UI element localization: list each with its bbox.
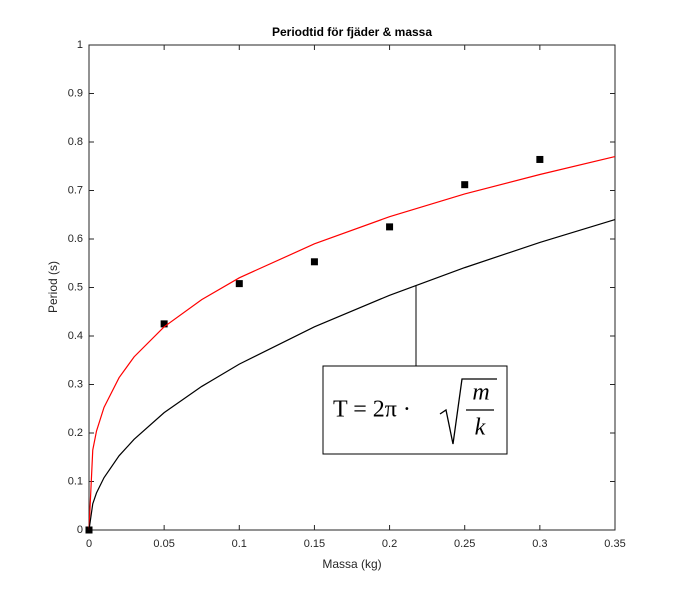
x-tick-label: 0.05 [153,538,174,550]
formula-denominator: k [475,415,486,441]
x-tick-label: 0.35 [604,538,625,550]
data-point [235,280,243,288]
x-tick-label: 0.15 [304,538,325,550]
x-axis-label: Massa (kg) [322,557,381,571]
y-tick-label: 0.5 [68,281,83,293]
plot: 0 0.05 0.1 0.15 0.2 0.25 0.3 0.35 0 0.1 0.2 0.3 0.4 0… [68,39,626,550]
chart-title: Periodtid för fjäder & massa [272,25,432,39]
x-tick-label: 0.3 [532,538,547,550]
data-point [310,258,318,266]
x-tick-label: 0.1 [232,538,247,550]
y-tick-label: 0 [77,524,83,536]
data-point [461,181,469,189]
x-tick-label: 0 [86,538,92,550]
y-tick-label: 0.9 [68,87,83,99]
formula-numerator: m [472,380,489,406]
annotation: T = 2π · m k [322,285,508,455]
y-tick-label: 0.3 [68,378,83,390]
y-tick-label: 0.1 [68,475,83,487]
y-tick-label: 0.8 [68,136,83,148]
data-point [386,223,394,231]
x-tick-label: 0.25 [454,538,475,550]
formula-lhs: T = 2π · [333,397,411,423]
y-tick-label: 0.6 [68,233,83,245]
y-axis-label: Period (s) [46,261,60,313]
data-point [160,320,168,328]
data-point [536,155,544,163]
y-tick-label: 1 [77,39,83,51]
x-tick-label: 0.2 [382,538,397,550]
y-tick-label: 0.2 [68,427,83,439]
y-tick-label: 0.7 [68,184,83,196]
plot-area [88,44,616,531]
y-tick-label: 0.4 [68,330,83,342]
radical [439,378,497,445]
curve [88,219,616,531]
curve [88,155,616,531]
